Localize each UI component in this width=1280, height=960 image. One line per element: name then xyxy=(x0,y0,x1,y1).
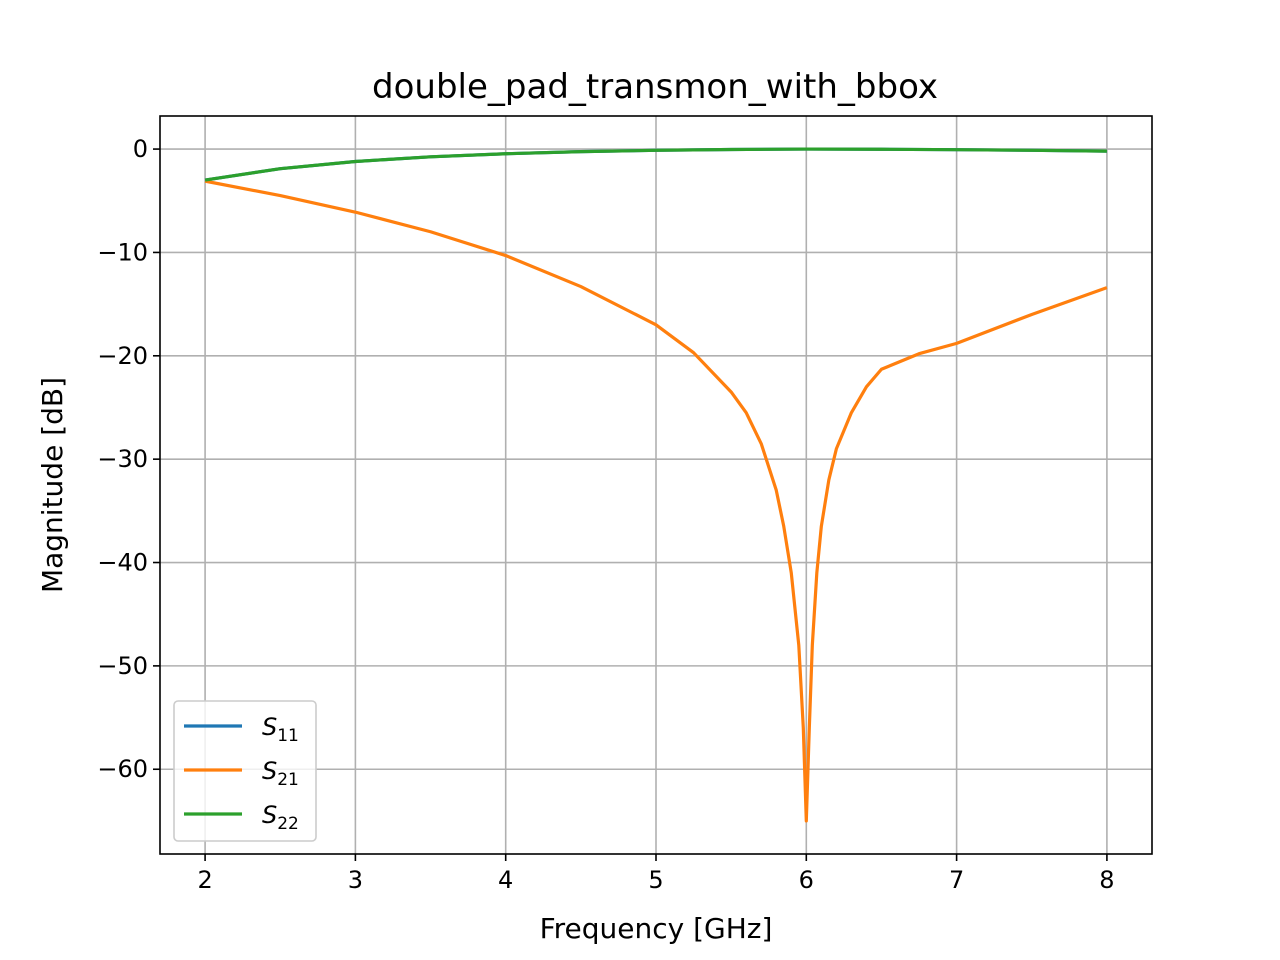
legend: S11 S21 S22 xyxy=(173,700,317,842)
y-tick-label: −30 xyxy=(97,445,148,473)
y-tick-label: −20 xyxy=(97,342,148,370)
x-tick-label: 8 xyxy=(1099,866,1114,894)
y-tick-label: −40 xyxy=(97,549,148,577)
legend-label: S11 xyxy=(262,713,299,746)
y-tick-label: 0 xyxy=(133,135,148,163)
legend-box xyxy=(173,700,317,842)
x-tick-label: 3 xyxy=(348,866,363,894)
x-tick-label: 7 xyxy=(949,866,964,894)
axis-ticks: 2 3 4 5 6 7 8 0 −10 −20 −30 −40 −50 −60 xyxy=(97,135,1114,894)
x-axis-label: Frequency [GHz] xyxy=(540,912,773,945)
y-tick-label: −50 xyxy=(97,652,148,680)
series-line-s21 xyxy=(204,179,1108,823)
legend-entry-s11: S11 xyxy=(184,713,299,746)
y-tick-label: −10 xyxy=(97,238,148,266)
x-tick-label: 5 xyxy=(648,866,663,894)
plot-frame xyxy=(159,115,1153,855)
x-tick-label: 4 xyxy=(498,866,513,894)
chart-title: double_pad_transmon_with_bbox xyxy=(372,67,938,107)
legend-label: S21 xyxy=(262,757,299,790)
y-tick-label: −60 xyxy=(97,755,148,783)
x-tick-label: 2 xyxy=(197,866,212,894)
grid-lines xyxy=(160,116,1152,854)
legend-entry-s21: S21 xyxy=(184,757,299,790)
legend-label: S22 xyxy=(262,801,299,834)
series-line-s22 xyxy=(204,147,1107,182)
x-tick-label: 6 xyxy=(799,866,814,894)
plot-series xyxy=(204,147,1108,823)
y-axis-label: Magnitude [dB] xyxy=(36,377,69,593)
legend-entry-s22: S22 xyxy=(184,801,299,834)
